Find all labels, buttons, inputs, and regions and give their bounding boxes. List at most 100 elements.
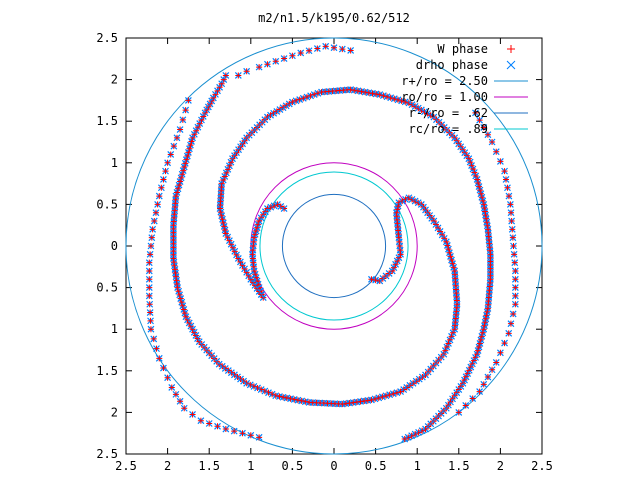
w-point <box>508 218 515 225</box>
w-point <box>401 436 408 443</box>
y-tick-label: 0 <box>111 239 118 253</box>
w-point <box>449 395 456 402</box>
w-point <box>276 393 283 400</box>
w-point <box>154 201 161 208</box>
w-point <box>189 411 196 418</box>
w-point <box>501 168 508 175</box>
w-point <box>342 400 349 407</box>
w-point <box>339 46 346 53</box>
w-point <box>489 139 496 145</box>
w-point <box>222 426 229 433</box>
x-tick-label: 1.5 <box>448 459 470 473</box>
w-point <box>164 159 171 166</box>
w-point <box>482 212 489 219</box>
x-tick-label: 2 <box>164 459 171 473</box>
w-point <box>372 277 379 284</box>
w-point <box>243 68 250 75</box>
w-point <box>260 294 267 301</box>
w-point <box>240 378 247 385</box>
w-point <box>480 124 487 131</box>
legend-marker <box>507 45 515 53</box>
w-point <box>480 201 487 208</box>
w-point <box>483 215 490 222</box>
w-point <box>497 158 504 165</box>
radius-circle <box>250 162 418 330</box>
w-point <box>489 366 496 373</box>
x-tick-label: 0.5 <box>365 459 387 473</box>
w-point <box>350 399 357 406</box>
w-point <box>167 151 174 158</box>
w-point <box>497 349 504 356</box>
w-point <box>457 383 464 390</box>
legend: W phase drho phase r+/ro = 2.50 ro/ro = 1.0… <box>401 42 528 136</box>
w-point <box>206 420 213 427</box>
x-tick-label: 2.5 <box>115 459 137 473</box>
legend-label: r-/ro = .62 <box>409 106 488 120</box>
w-point <box>151 218 158 225</box>
x-tick-label: 2.5 <box>531 459 553 473</box>
w-point <box>451 392 458 399</box>
w-point <box>476 117 483 124</box>
w-point <box>481 208 488 215</box>
w-point <box>219 363 226 370</box>
y-tick-label: 1 <box>111 156 118 170</box>
w-point <box>507 320 514 327</box>
x-tick-label: 1 <box>247 459 254 473</box>
y-tick-label: 2 <box>111 405 118 419</box>
w-point <box>483 219 490 226</box>
w-point <box>147 309 154 316</box>
w-point <box>214 423 221 430</box>
w-point <box>197 417 204 424</box>
w-point <box>260 211 267 218</box>
w-point <box>403 384 410 391</box>
w-point <box>156 355 163 362</box>
y-ticks: 2.5 2 1.5 1 0.5 0 0.5 1 1.5 2 2.5 <box>96 31 542 461</box>
w-point <box>258 214 265 221</box>
x-tick-label: 0.5 <box>282 459 304 473</box>
w-point <box>353 399 360 405</box>
w-point <box>469 395 476 402</box>
w-point <box>493 148 500 155</box>
w-point <box>512 284 519 291</box>
w-point <box>453 389 460 396</box>
w-point <box>297 49 304 56</box>
w-point <box>504 184 511 191</box>
w-point <box>480 381 487 388</box>
w-point <box>158 184 165 191</box>
w-point <box>147 317 154 324</box>
w-point <box>322 43 329 50</box>
w-point <box>160 365 167 372</box>
w-point <box>306 399 313 406</box>
w-point <box>419 374 426 381</box>
w-point <box>225 367 232 374</box>
w-point <box>172 391 179 398</box>
w-point <box>503 176 510 183</box>
w-point <box>146 267 153 274</box>
w-point <box>459 380 466 387</box>
w-point <box>168 384 175 391</box>
w-point <box>510 310 517 317</box>
w-point <box>413 378 420 385</box>
w-point <box>281 55 288 62</box>
w-point <box>361 397 368 404</box>
x-ticks: 2.5 2 1.5 1 0.5 0 0.5 1 1.5 2 2.5 <box>115 38 553 473</box>
w-point <box>508 209 515 216</box>
w-point <box>149 226 156 233</box>
w-point <box>173 134 180 141</box>
w-point <box>364 397 371 404</box>
w-point <box>147 251 154 258</box>
w-point <box>258 291 265 298</box>
w-point <box>173 273 180 280</box>
w-point <box>181 405 188 412</box>
w-point <box>146 284 153 291</box>
w-point <box>331 44 337 51</box>
w-point <box>512 301 519 308</box>
y-tick-label: 0.5 <box>96 281 118 295</box>
w-point <box>146 276 153 283</box>
w-point <box>222 72 229 79</box>
y-tick-label: 1 <box>111 322 118 336</box>
x-tick-label: 0 <box>330 459 337 473</box>
w-point <box>291 396 298 403</box>
radius-circle <box>125 37 543 455</box>
phase-points <box>145 42 519 443</box>
